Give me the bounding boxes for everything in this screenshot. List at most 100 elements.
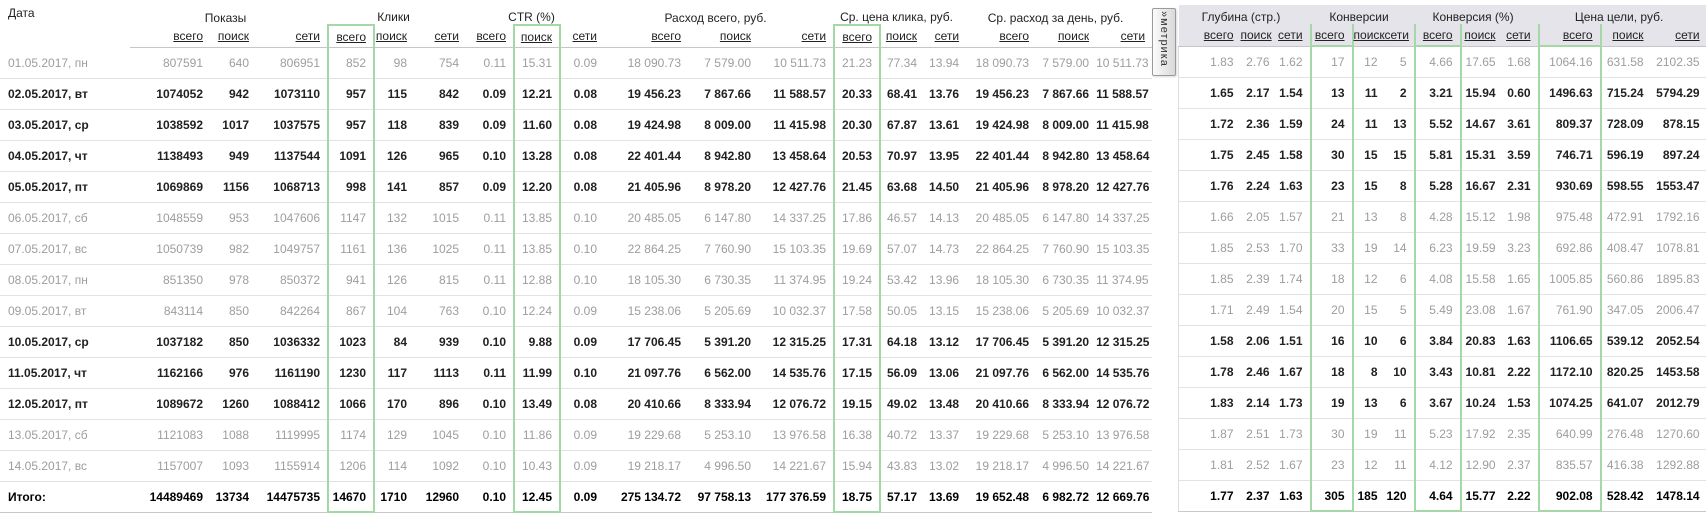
sort-link[interactable]: сети <box>801 29 827 43</box>
sort-column-header[interactable]: сети <box>758 25 835 48</box>
value-cell: 10 511.73 <box>1096 47 1153 79</box>
sort-link[interactable]: поиск <box>719 29 752 43</box>
sort-column-header[interactable]: всего <box>1537 24 1602 47</box>
date-cell: 02.05.2017, вт <box>0 78 130 110</box>
sort-link[interactable]: всего <box>1203 27 1234 42</box>
sort-link[interactable]: всего <box>842 29 873 44</box>
value-cell: 5 <box>1384 294 1415 326</box>
total-value-cell: 1478.14 <box>1650 480 1706 512</box>
value-cell: 1.71 <box>1178 294 1241 326</box>
sort-column-header[interactable]: поиск <box>1460 24 1503 47</box>
value-cell: 13.94 <box>924 47 967 79</box>
sort-column-header[interactable]: сети <box>1650 24 1706 47</box>
value-cell: 1138493 <box>130 140 210 172</box>
sort-column-header[interactable]: всего <box>1309 24 1354 47</box>
value-cell: 1230 <box>327 357 376 389</box>
value-cell: 1.51 <box>1276 325 1311 357</box>
sort-link[interactable]: всего <box>173 29 203 43</box>
sort-link[interactable]: поиск <box>520 29 553 44</box>
metrika-tab-label: метрика <box>1158 18 1170 67</box>
value-cell: 15 <box>1352 170 1385 202</box>
sort-column-header[interactable]: поиск <box>513 24 562 48</box>
value-cell: 117 <box>374 357 415 389</box>
value-cell: 18 105.30 <box>604 264 689 296</box>
value-cell: 975.48 <box>1537 201 1602 233</box>
sort-column-header[interactable]: сети <box>256 25 329 48</box>
metrika-panel-tab[interactable]: »метрика <box>1152 8 1176 76</box>
sort-column-header[interactable]: поиск <box>1600 24 1651 47</box>
sort-column-header[interactable]: поиск <box>688 25 759 48</box>
table-row: 1.65 2.17 1.54 13 11 2 3.21 15.94 0.60 1496.63 715… <box>1178 77 1706 109</box>
table-row: 02.05.2017, вт 1074052 942 1073110 957 115 842… <box>0 78 1153 110</box>
value-cell: 1.70 <box>1276 232 1311 264</box>
column-group-header: CTR (%) <box>508 10 555 24</box>
value-cell: 1049757 <box>256 233 329 265</box>
sort-link[interactable]: поиск <box>1057 29 1090 43</box>
sort-column-header[interactable]: сети <box>1096 25 1153 48</box>
total-value-cell: 13.69 <box>924 481 967 513</box>
sort-link[interactable]: сети <box>295 29 321 43</box>
sort-link[interactable]: всего <box>651 29 682 43</box>
sort-link[interactable]: сети <box>572 29 598 43</box>
sort-link[interactable]: всего <box>1314 27 1345 42</box>
sort-column-header[interactable]: сети <box>560 25 605 48</box>
value-cell: 1172.10 <box>1537 356 1602 388</box>
value-cell: 2.36 <box>1240 108 1277 140</box>
value-cell: 5 <box>1384 46 1415 78</box>
value-cell: 1089672 <box>130 388 210 420</box>
value-cell: 19 229.68 <box>604 419 689 451</box>
value-cell: 17.31 <box>833 326 882 358</box>
sort-link[interactable]: поиск <box>1240 27 1272 42</box>
sort-column-header[interactable]: поиск <box>1240 24 1277 47</box>
sort-column-header[interactable]: всего <box>966 25 1037 48</box>
sort-column-header[interactable]: всего <box>604 25 689 48</box>
sort-link[interactable]: сети <box>1675 27 1700 42</box>
value-cell: 1157007 <box>130 450 210 482</box>
sort-link[interactable]: поиск <box>217 29 249 43</box>
value-cell: 6 562.00 <box>688 357 759 389</box>
table-row: 09.05.2017, вт 843114 850 842264 867 104 763 0.… <box>0 295 1153 327</box>
value-cell: 19 456.23 <box>604 78 689 110</box>
sort-link[interactable]: всего <box>999 29 1030 43</box>
sort-link[interactable]: сети <box>1278 27 1303 42</box>
sort-link[interactable]: поиск <box>1612 27 1644 42</box>
sort-column-header[interactable]: всего <box>130 25 210 48</box>
value-cell: 129 <box>374 419 415 451</box>
sort-column-header[interactable]: поиск <box>374 25 415 48</box>
sort-link[interactable]: сети <box>434 29 460 43</box>
sort-link[interactable]: поиск <box>1353 27 1385 42</box>
value-cell: 0.11 <box>466 264 515 296</box>
sort-column-header[interactable]: сети <box>1276 24 1311 47</box>
sort-link[interactable]: поиск <box>885 29 918 43</box>
sort-column-header[interactable]: всего <box>1178 24 1241 47</box>
sort-link[interactable]: всего <box>476 29 507 43</box>
sort-column-header[interactable]: всего <box>833 24 882 48</box>
sort-link[interactable]: всего <box>1422 27 1453 42</box>
sort-column-header[interactable]: поиск <box>1036 25 1097 48</box>
value-cell: 20 485.05 <box>604 202 689 234</box>
sort-column-header[interactable]: сети <box>1502 24 1539 47</box>
sort-column-header[interactable]: всего <box>327 24 376 48</box>
sort-column-header[interactable]: поиск <box>1352 24 1385 47</box>
sort-link[interactable]: сети <box>1120 29 1146 43</box>
value-cell: 8 009.00 <box>1036 109 1097 141</box>
value-cell: 40.72 <box>880 419 925 451</box>
value-cell: 3.61 <box>1502 108 1539 140</box>
value-cell: 897.24 <box>1650 139 1706 171</box>
sort-column-header[interactable]: поиск <box>210 25 256 48</box>
sort-column-header[interactable]: всего <box>466 25 515 48</box>
sort-link[interactable]: поиск <box>1464 27 1496 42</box>
sort-link[interactable]: всего <box>336 29 367 44</box>
sort-link[interactable]: сети <box>1506 27 1531 42</box>
sort-column-header[interactable]: поиск <box>880 25 925 48</box>
sort-column-header[interactable]: сети <box>1384 24 1415 47</box>
sort-link[interactable]: всего <box>1562 27 1593 42</box>
sort-link[interactable]: поиск <box>375 29 408 43</box>
sort-column-header[interactable]: сети <box>414 25 467 48</box>
value-cell: 715.24 <box>1600 77 1651 109</box>
sort-column-header[interactable]: сети <box>924 25 967 48</box>
sort-link[interactable]: сети <box>934 29 960 43</box>
value-cell: 0.09 <box>466 171 515 203</box>
sort-column-header[interactable]: всего <box>1413 24 1462 47</box>
sort-link[interactable]: сети <box>1384 27 1410 42</box>
